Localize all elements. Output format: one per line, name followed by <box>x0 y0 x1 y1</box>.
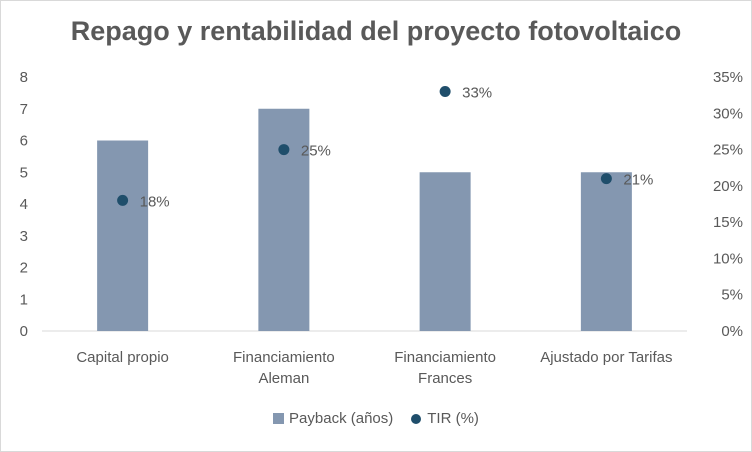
y-left-tick-label: 0 <box>20 323 28 340</box>
bar-payback <box>419 172 471 331</box>
tir-data-label: 33% <box>462 85 492 102</box>
legend: Payback (años) TIR (%) <box>0 410 752 427</box>
x-tick-label: Financiamiento <box>394 349 496 366</box>
y-left-tick-label: 4 <box>20 196 28 213</box>
y-right-tick-label: 20% <box>713 178 743 195</box>
y-right-tick-label: 25% <box>713 142 743 159</box>
legend-label-payback: Payback (años) <box>289 410 394 427</box>
y-left-tick-label: 6 <box>20 133 28 150</box>
bar-payback <box>580 172 632 331</box>
tir-data-label: 25% <box>301 143 331 160</box>
y-right-tick-label: 30% <box>713 105 743 122</box>
y-right-tick-label: 0% <box>721 323 743 340</box>
x-tick-label: Frances <box>418 370 472 387</box>
bar-payback <box>97 140 149 331</box>
y-left-tick-label: 7 <box>20 101 28 118</box>
tir-point <box>117 194 129 206</box>
y-left-tick-label: 5 <box>20 164 28 181</box>
x-tick-label: Ajustado por Tarifas <box>540 349 672 366</box>
tir-data-label: 18% <box>140 193 170 210</box>
y-left-tick-label: 1 <box>20 291 28 308</box>
legend-swatch-tir <box>411 413 422 424</box>
legend-item-payback: Payback (años) <box>273 410 393 427</box>
y-right-tick-label: 15% <box>713 214 743 231</box>
tir-point <box>278 144 290 156</box>
tir-point <box>600 173 612 185</box>
x-tick-label: Aleman <box>258 370 309 387</box>
legend-label-tir: TIR (%) <box>427 410 479 427</box>
y-left-tick-label: 3 <box>20 228 28 245</box>
legend-item-tir: TIR (%) <box>411 410 479 427</box>
legend-swatch-payback <box>273 413 285 424</box>
y-right-tick-label: 5% <box>721 287 743 304</box>
x-tick-label: Financiamiento <box>233 349 335 366</box>
y-right-tick-label: 10% <box>713 250 743 267</box>
y-left-tick-label: 8 <box>20 69 28 86</box>
tir-data-label: 21% <box>623 172 653 189</box>
x-tick-label: Capital propio <box>76 349 169 366</box>
y-right-tick-label: 35% <box>713 69 743 86</box>
chart-title: Repago y rentabilidad del proyecto fotov… <box>70 16 682 46</box>
tir-point <box>439 86 451 98</box>
y-left-tick-label: 2 <box>20 260 28 277</box>
